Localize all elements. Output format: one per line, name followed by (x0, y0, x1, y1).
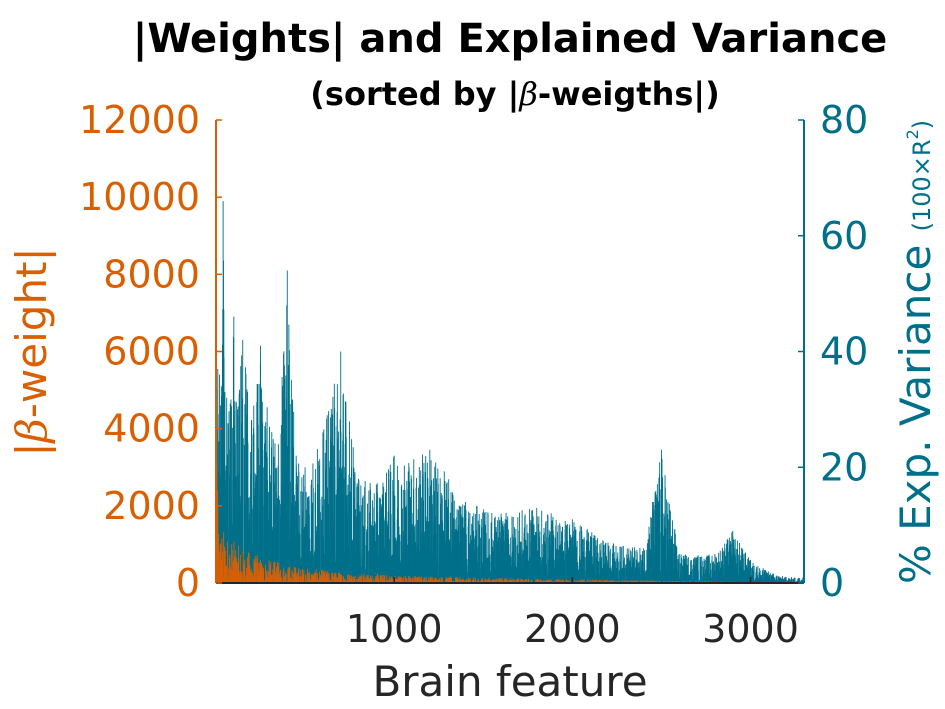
subtitle-beta-symbol: β (518, 75, 538, 113)
chart-subtitle: (sorted by |β-weigths|) (310, 75, 719, 114)
subtitle-part-2: -weigths|) (538, 75, 720, 114)
chart-title: |Weights| and Explained Variance (133, 16, 888, 63)
beta-weight-bars (215, 189, 805, 583)
explained-variance-bars (215, 201, 805, 583)
subtitle-part-1: (sorted by | (310, 75, 519, 114)
